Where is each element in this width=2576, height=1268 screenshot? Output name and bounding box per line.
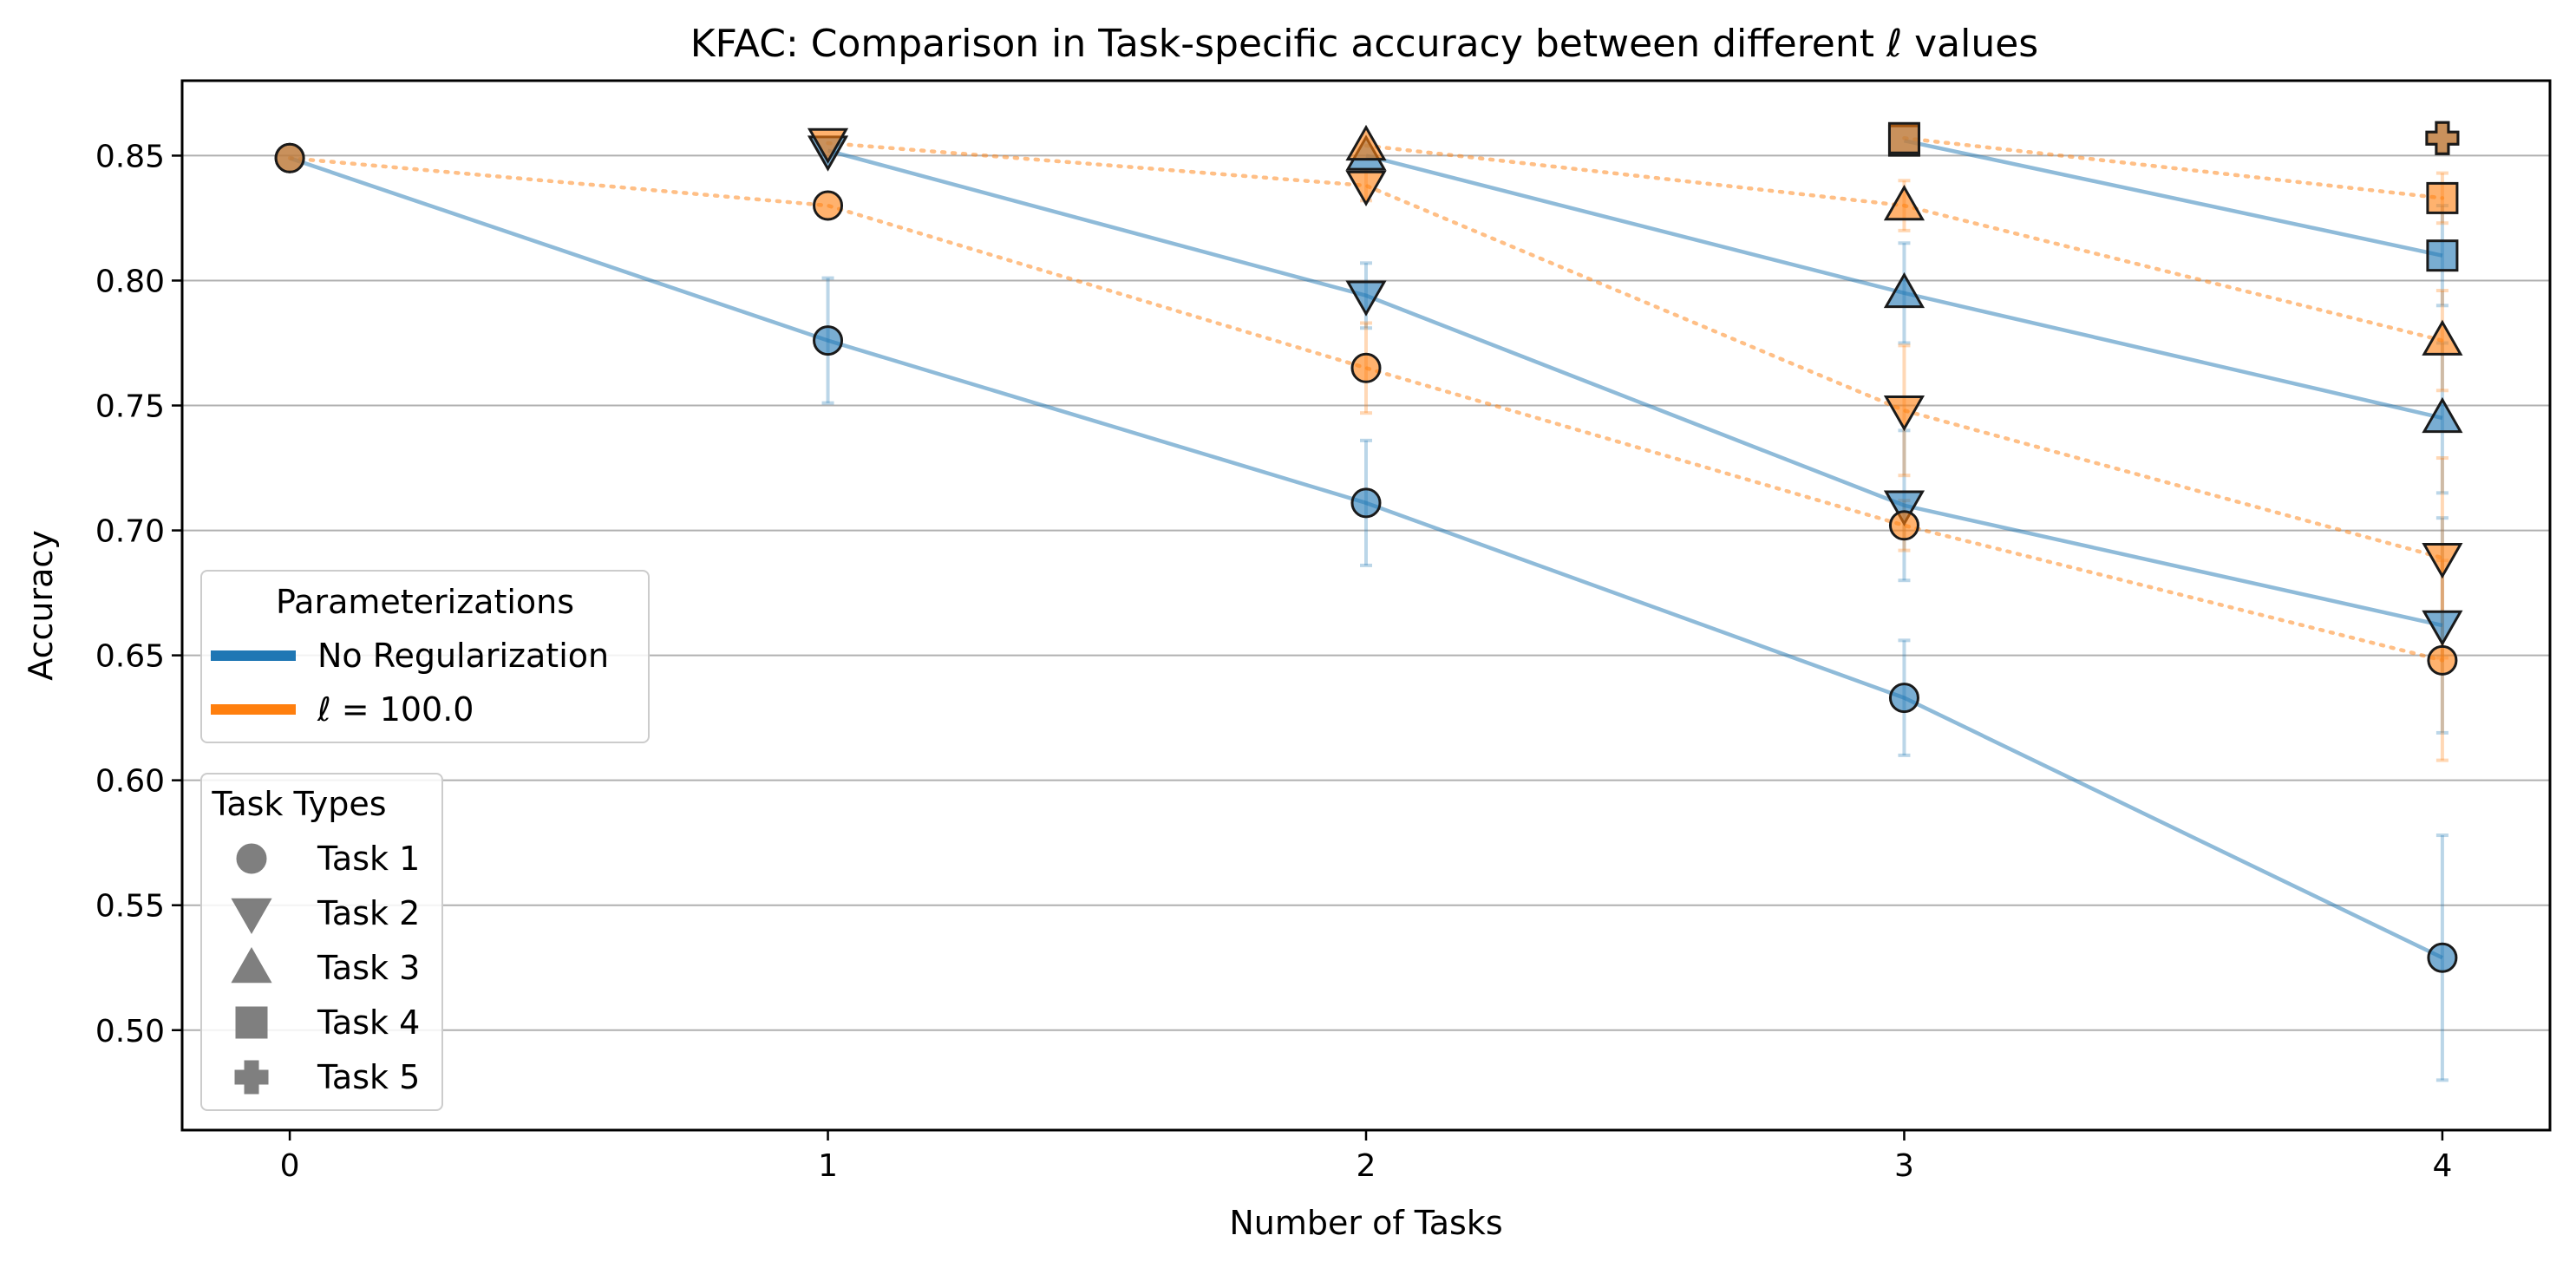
x-axis-ticks: 0 1 2 3 4	[280, 1130, 2452, 1184]
data-point-no-regularization-task-1	[813, 325, 844, 356]
legend-label-task-3: Task 3	[317, 949, 420, 987]
legend-marker-task-5	[234, 1060, 269, 1095]
y-tick-label: 0.85	[95, 139, 165, 174]
data-point-no-regularization-task-1	[1350, 487, 1382, 519]
data-point-100-0-task-2	[807, 127, 849, 165]
data-point-100-0-task-1	[813, 190, 844, 221]
data-point-100-0-task-1	[2427, 644, 2458, 676]
x-axis-label: Number of Tasks	[1229, 1204, 1502, 1242]
series-line-no-regularization-task-4	[1903, 138, 2443, 258]
data-point-100-0-task-1	[1350, 352, 1382, 383]
data-point-100-0-task-3	[1345, 124, 1387, 161]
y-tick-label: 0.60	[95, 764, 165, 800]
data-point-100-0-task-3	[1883, 185, 1925, 221]
legend-label-task-4: Task 4	[317, 1003, 420, 1042]
legend-label-task-2: Task 2	[317, 894, 420, 932]
data-point-no-regularization-task-3	[1883, 271, 1925, 309]
legend-parameterizations: Parameterizations No Regularization ℓ = …	[200, 570, 650, 743]
y-tick-label: 0.55	[95, 889, 165, 925]
legend-task-types: Task Types Task 1 Task 2 Task 3 Task 4 Task …	[200, 773, 443, 1111]
y-tick-label: 0.65	[95, 639, 165, 675]
data-point-100-0-task-2	[2422, 543, 2463, 579]
legend-marker-task-2	[231, 898, 272, 935]
y-axis-ticks: 0.50 0.55 0.60 0.65 0.70 0.75 0.80 0.85	[95, 139, 182, 1049]
legend-label-task-1: Task 1	[317, 840, 420, 878]
legend-label-ell-100: ℓ = 100.0	[317, 690, 474, 729]
error-bars	[821, 168, 2449, 1082]
chart-title: KFAC: Comparison in Task-specific accura…	[690, 22, 2038, 66]
data-point-no-regularization-task-2	[2422, 610, 2463, 647]
data-point-100-0-task-1	[274, 142, 305, 173]
y-tick-label: 0.80	[95, 264, 165, 299]
y-tick-label: 0.50	[95, 1014, 165, 1049]
x-tick-label: 2	[1357, 1148, 1376, 1184]
legend-title: Task Types	[211, 785, 386, 823]
y-tick-label: 0.70	[95, 514, 165, 550]
series-line-100-0-task-2	[826, 141, 2445, 560]
data-point-100-0-task-5	[2425, 121, 2460, 155]
data-point-no-regularization-task-2	[1345, 280, 1387, 317]
data-point-100-0-task-1	[1888, 510, 1919, 541]
x-tick-label: 3	[1894, 1148, 1914, 1184]
legend-box	[200, 570, 650, 743]
series-markers	[274, 121, 2463, 973]
y-tick-label: 0.75	[95, 389, 165, 425]
legend-marker-task-3	[231, 946, 272, 984]
data-point-100-0-task-4	[2426, 181, 2459, 214]
series-line-100-0-task-4	[1902, 136, 2445, 200]
data-point-100-0-task-2	[1883, 395, 1925, 432]
x-tick-label: 4	[2432, 1148, 2452, 1184]
data-point-no-regularization-task-1	[1888, 683, 1919, 714]
data-point-no-regularization-task-4	[2426, 239, 2459, 272]
legend-marker-task-4	[235, 1006, 268, 1039]
data-point-100-0-task-2	[1345, 170, 1387, 207]
data-point-100-0-task-3	[2422, 319, 2463, 356]
legend-title: Parameterizations	[276, 583, 574, 621]
data-point-no-regularization-task-2	[1883, 490, 1925, 526]
data-point-no-regularization-task-1	[2427, 942, 2458, 973]
y-axis-label: Accuracy	[22, 530, 60, 681]
data-point-100-0-task-4	[1887, 121, 1920, 154]
legend-label-task-5: Task 5	[317, 1058, 420, 1096]
x-tick-label: 0	[280, 1148, 300, 1184]
series-line-no-regularization-task-2	[827, 148, 2443, 628]
data-point-no-regularization-task-3	[2422, 396, 2463, 434]
legend-label-no-regularization: No Regularization	[317, 637, 609, 675]
x-tick-label: 1	[818, 1148, 838, 1184]
legend-marker-task-1	[236, 843, 267, 874]
